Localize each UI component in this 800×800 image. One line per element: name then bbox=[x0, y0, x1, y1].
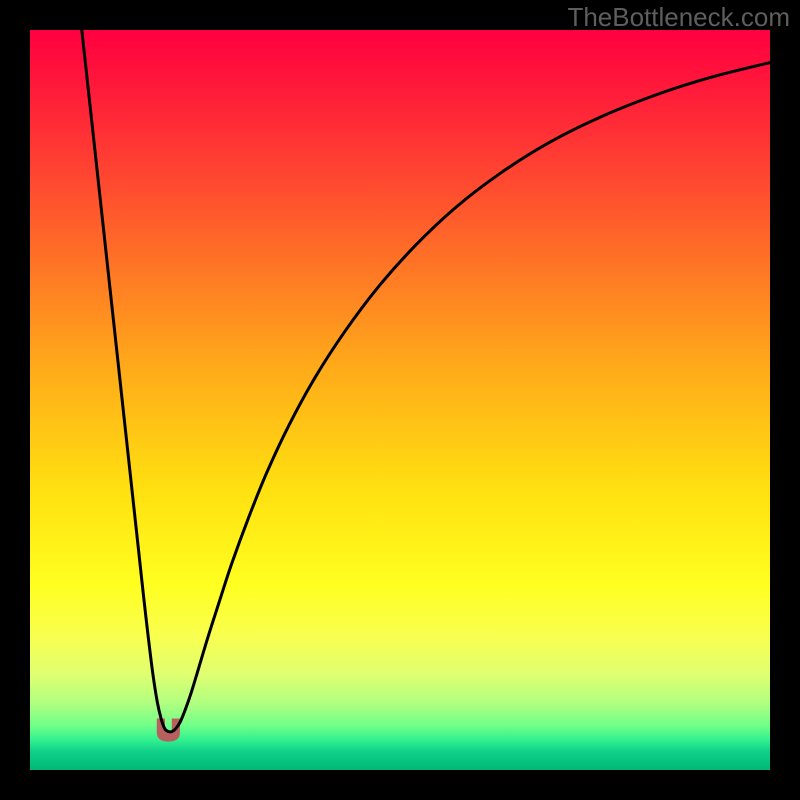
gradient-background bbox=[30, 30, 770, 770]
chart-frame: TheBottleneck.com bbox=[0, 0, 800, 800]
watermark-text: TheBottleneck.com bbox=[567, 2, 790, 33]
chart-svg bbox=[30, 30, 770, 770]
plot-area bbox=[30, 30, 770, 770]
